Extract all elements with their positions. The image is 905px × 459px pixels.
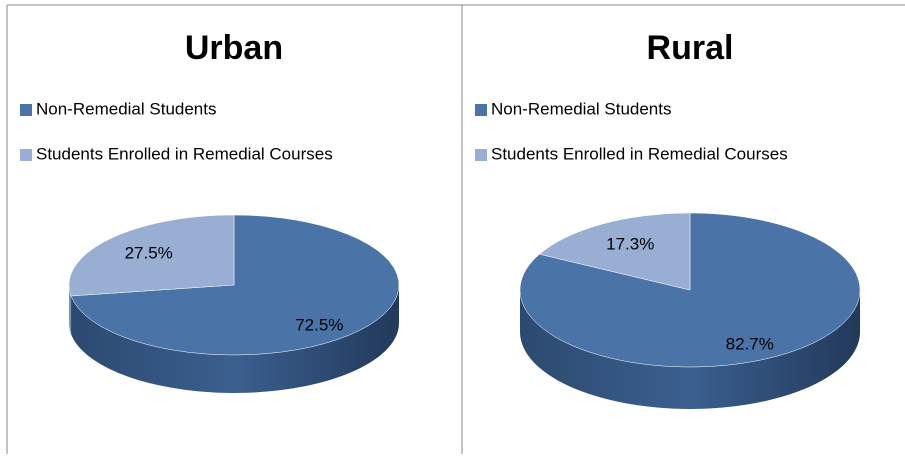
chart-title: Urban [185,29,283,67]
legend-swatch [20,104,32,116]
pie-side [520,290,860,409]
legend-swatch [475,149,487,161]
data-label: 17.3% [606,235,654,254]
pie-slice [70,214,400,356]
data-label: 72.5% [295,315,343,334]
pie-slice [538,212,691,291]
legend-label: Students Enrolled in Remedial Courses [491,144,788,163]
legend-label: Non-Remedial Students [491,99,671,118]
pie-side [69,285,72,334]
chart-title: Rural [647,29,734,67]
legend-label: Non-Remedial Students [36,99,216,118]
legend-swatch [475,104,487,116]
pie-side [71,285,399,393]
legend-swatch [20,149,32,161]
data-label: 27.5% [125,244,173,263]
data-label: 82.7% [726,334,774,353]
legend-label: Students Enrolled in Remedial Courses [36,144,333,163]
pie-slice [68,214,235,297]
